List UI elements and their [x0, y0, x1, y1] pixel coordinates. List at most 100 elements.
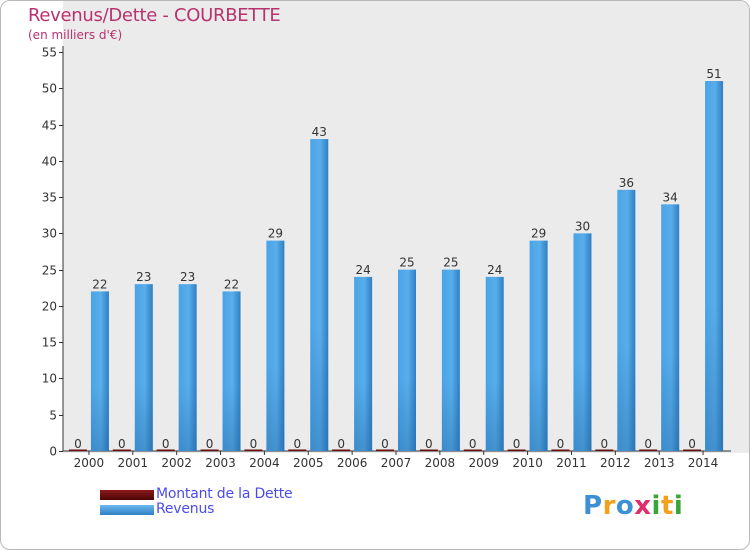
bar-revenus-shade: [485, 276, 504, 451]
x-tick-label: 2000: [74, 456, 105, 470]
y-tick-label: 35: [42, 191, 57, 205]
logo-letter: o: [615, 491, 635, 521]
bar-dette: [507, 449, 526, 451]
data-label-dette: 0: [601, 437, 609, 451]
y-tick-label: 25: [42, 264, 57, 278]
data-label-dette: 0: [469, 437, 477, 451]
logo-letter: t: [660, 491, 674, 521]
data-label-dette: 0: [425, 437, 433, 451]
y-tick-label: 0: [49, 445, 57, 459]
bar-dette: [288, 449, 307, 451]
bar-dette: [639, 449, 658, 451]
data-label-revenus: 23: [136, 270, 151, 284]
data-label-dette: 0: [118, 437, 126, 451]
data-label-dette: 0: [557, 437, 565, 451]
bar-revenus-shade: [398, 269, 416, 451]
data-label-revenus: 30: [575, 219, 590, 233]
legend-swatch-revenus: [100, 505, 154, 515]
data-label-revenus: 22: [92, 277, 107, 291]
data-label-revenus: 25: [399, 256, 414, 270]
bar-revenus-shade: [134, 284, 153, 451]
x-tick-label: 2009: [468, 456, 499, 470]
data-label-dette: 0: [206, 437, 214, 451]
x-tick-label: 2003: [205, 456, 236, 470]
bar-dette: [112, 449, 131, 451]
bar-dette: [200, 449, 219, 451]
bar-revenus-shade: [310, 139, 329, 451]
bar-revenus-shade: [354, 276, 373, 451]
bar-revenus-shade: [266, 240, 285, 451]
x-tick-label: 2002: [161, 456, 192, 470]
x-tick-label: 2012: [600, 456, 631, 470]
bar-dette: [419, 449, 438, 451]
data-label-revenus: 24: [487, 263, 502, 277]
x-tick-label: 2011: [556, 456, 587, 470]
data-label-dette: 0: [688, 437, 696, 451]
x-tick-label: 2008: [425, 456, 456, 470]
bar-revenus-shade: [661, 204, 680, 451]
logo-letter: i: [651, 491, 661, 521]
y-tick-label: 40: [42, 155, 57, 169]
data-label-revenus: 23: [180, 270, 195, 284]
bar-dette: [595, 449, 614, 451]
bar-dette: [683, 449, 702, 451]
logo-letter: r: [602, 491, 616, 521]
x-tick-label: 2014: [688, 456, 719, 470]
y-tick-label: 15: [42, 336, 57, 350]
data-label-dette: 0: [337, 437, 345, 451]
data-label-dette: 0: [381, 437, 389, 451]
proxiti-logo: Proxiti: [583, 491, 683, 521]
bar-revenus-shade: [178, 284, 197, 451]
data-label-dette: 0: [293, 437, 301, 451]
x-tick-label: 2005: [293, 456, 324, 470]
bar-revenus-shade: [705, 81, 724, 451]
bar-dette: [156, 449, 175, 451]
chart-subtitle: (en milliers d'€): [28, 28, 123, 42]
legend-label-revenus: Revenus: [156, 501, 215, 517]
y-tick-label: 30: [42, 227, 57, 241]
data-label-revenus: 29: [268, 227, 283, 241]
chart-title: Revenus/Dette - COURBETTE: [28, 5, 281, 26]
data-label-revenus: 25: [443, 256, 458, 270]
data-labels-group: 0 22 0 23 0 23 0 22 0 29 0 43 0 24 0 25 0 25 0 24 0 29 0 30 0 36 0…: [74, 67, 722, 451]
data-label-revenus: 36: [619, 176, 634, 190]
logo-letter: x: [634, 491, 652, 521]
data-label-revenus: 29: [531, 227, 546, 241]
bar-revenus-shade: [573, 233, 592, 451]
bar-dette: [551, 449, 570, 451]
data-label-dette: 0: [250, 437, 258, 451]
legend-swatch-dette: [100, 490, 154, 500]
x-tick-label: 2006: [337, 456, 368, 470]
data-label-dette: 0: [513, 437, 521, 451]
data-label-revenus: 51: [706, 67, 721, 81]
bar-dette: [332, 449, 351, 451]
bar-dette: [244, 449, 263, 451]
data-label-revenus: 24: [355, 263, 370, 277]
y-tick-label: 20: [42, 300, 57, 314]
bar-revenus-shade: [441, 269, 460, 451]
bar-dette: [68, 449, 87, 451]
data-label-dette: 0: [644, 437, 652, 451]
logo-letter: i: [673, 491, 684, 521]
data-label-dette: 0: [162, 437, 170, 451]
logo-letter: P: [583, 491, 603, 521]
data-label-revenus: 22: [224, 277, 239, 291]
bar-revenus-shade: [617, 189, 636, 451]
bar-revenus-shade: [90, 291, 109, 451]
y-tick-label: 5: [49, 409, 57, 423]
y-tick-label: 45: [42, 119, 57, 133]
bar-revenus-shade: [222, 291, 241, 451]
bar-dette: [376, 449, 394, 451]
x-tick-label: 2013: [644, 456, 675, 470]
data-label-dette: 0: [74, 437, 82, 451]
data-label-revenus: 43: [312, 125, 327, 139]
data-label-revenus: 34: [663, 190, 678, 204]
legend-label-dette: Montant de la Dette: [156, 486, 293, 502]
bars-group: [68, 81, 724, 451]
x-tick-label: 2010: [512, 456, 543, 470]
y-tick-label: 55: [42, 46, 57, 60]
x-tick-label: 2007: [381, 456, 412, 470]
